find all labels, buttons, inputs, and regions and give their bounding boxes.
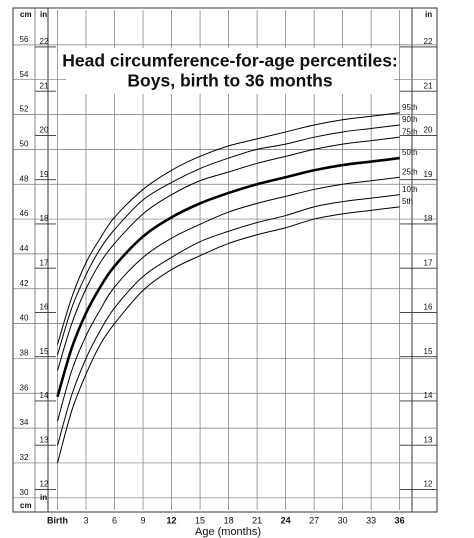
y2-tick-label: 15 bbox=[40, 347, 49, 356]
y-tick-label: 56 bbox=[20, 35, 29, 44]
y2-tick-label: 15 bbox=[424, 347, 433, 356]
y2-tick-label: 13 bbox=[40, 435, 49, 444]
y-tick-label: 32 bbox=[20, 453, 29, 462]
y-tick-label: 48 bbox=[20, 174, 29, 183]
y2-tick-label: 17 bbox=[424, 258, 433, 267]
y2-axis-label: in bbox=[40, 493, 47, 502]
y2-tick-label: 22 bbox=[40, 37, 49, 46]
x-tick-label: 15 bbox=[195, 515, 205, 525]
y-tick-label: 52 bbox=[20, 105, 29, 114]
y2-tick-label: 14 bbox=[424, 391, 433, 400]
x-tick-label: 24 bbox=[281, 515, 291, 525]
curve-label: 95th bbox=[402, 103, 418, 112]
percentile-curve bbox=[57, 194, 400, 446]
y2-tick-label: 18 bbox=[424, 214, 433, 223]
x-tick-label: 18 bbox=[224, 515, 234, 525]
x-tick-label: 36 bbox=[395, 515, 405, 525]
y2-tick-label: 12 bbox=[424, 480, 433, 489]
title-box bbox=[66, 48, 394, 94]
curve-label: 10th bbox=[402, 185, 418, 194]
y-tick-label: 42 bbox=[20, 279, 29, 288]
x-tick-label: 6 bbox=[112, 515, 117, 525]
curve-label: 90th bbox=[402, 115, 418, 124]
y2-tick-label: 17 bbox=[40, 258, 49, 267]
y2-tick-label: 20 bbox=[40, 126, 49, 135]
x-tick-label: 9 bbox=[141, 515, 146, 525]
y-tick-label: 38 bbox=[20, 349, 29, 358]
y2-tick-label: 21 bbox=[40, 81, 49, 90]
y2-tick-label: 20 bbox=[424, 126, 433, 135]
y2-tick-label: 14 bbox=[40, 391, 49, 400]
y2-tick-label: 19 bbox=[424, 170, 433, 179]
y-tick-label: 44 bbox=[20, 244, 29, 253]
y-tick-label: 40 bbox=[20, 314, 29, 323]
percentile-curve bbox=[57, 112, 400, 345]
percentile-curve bbox=[57, 136, 400, 371]
x-tick-label: 3 bbox=[84, 515, 89, 525]
x-tick-label: 27 bbox=[309, 515, 319, 525]
y-axis-label: cm bbox=[20, 501, 32, 510]
chart-title: Head circumference-for-age percentiles: bbox=[62, 51, 398, 71]
y2-tick-label: 12 bbox=[40, 480, 49, 489]
y2-tick-label: 16 bbox=[424, 303, 433, 312]
y2-axis-label: in bbox=[40, 10, 47, 19]
y-tick-label: 34 bbox=[20, 418, 29, 427]
y2-tick-label: 16 bbox=[40, 303, 49, 312]
x-tick-label: 21 bbox=[252, 515, 262, 525]
percentile-curve bbox=[57, 206, 400, 464]
x-tick-label: 33 bbox=[366, 515, 376, 525]
y-tick-label: 46 bbox=[20, 209, 29, 218]
y2-tick-label: 19 bbox=[40, 170, 49, 179]
y-tick-label: 30 bbox=[20, 488, 29, 497]
percentile-curve bbox=[57, 176, 400, 422]
y-tick-label: 36 bbox=[20, 383, 29, 392]
curve-label: 25th bbox=[402, 167, 418, 176]
y2-tick-label: 18 bbox=[40, 214, 49, 223]
chart-subtitle: Boys, birth to 36 months bbox=[127, 71, 332, 91]
y-tick-label: 50 bbox=[20, 139, 29, 148]
percentile-curve bbox=[57, 124, 400, 356]
y-axis-label: cm bbox=[20, 10, 32, 19]
x-axis-label: Age (months) bbox=[195, 526, 261, 538]
y2-tick-label: 21 bbox=[424, 81, 433, 90]
percentile-curve bbox=[56, 156, 400, 398]
curve-label: 5th bbox=[402, 197, 413, 206]
y2-axis-label: in bbox=[425, 10, 432, 19]
curve-label: 75th bbox=[402, 127, 418, 136]
curves: 95th 90th 75th 50th 25th 10th 5th bbox=[56, 103, 418, 464]
x-tick-label: 12 bbox=[167, 515, 177, 525]
y2-tick-label: 22 bbox=[424, 37, 433, 46]
x-tick-label: Birth bbox=[47, 515, 68, 525]
y2-tick-label: 13 bbox=[424, 435, 433, 444]
x-tick-label: 30 bbox=[338, 515, 348, 525]
curve-label: 50th bbox=[402, 148, 418, 157]
y-tick-label: 54 bbox=[20, 70, 29, 79]
